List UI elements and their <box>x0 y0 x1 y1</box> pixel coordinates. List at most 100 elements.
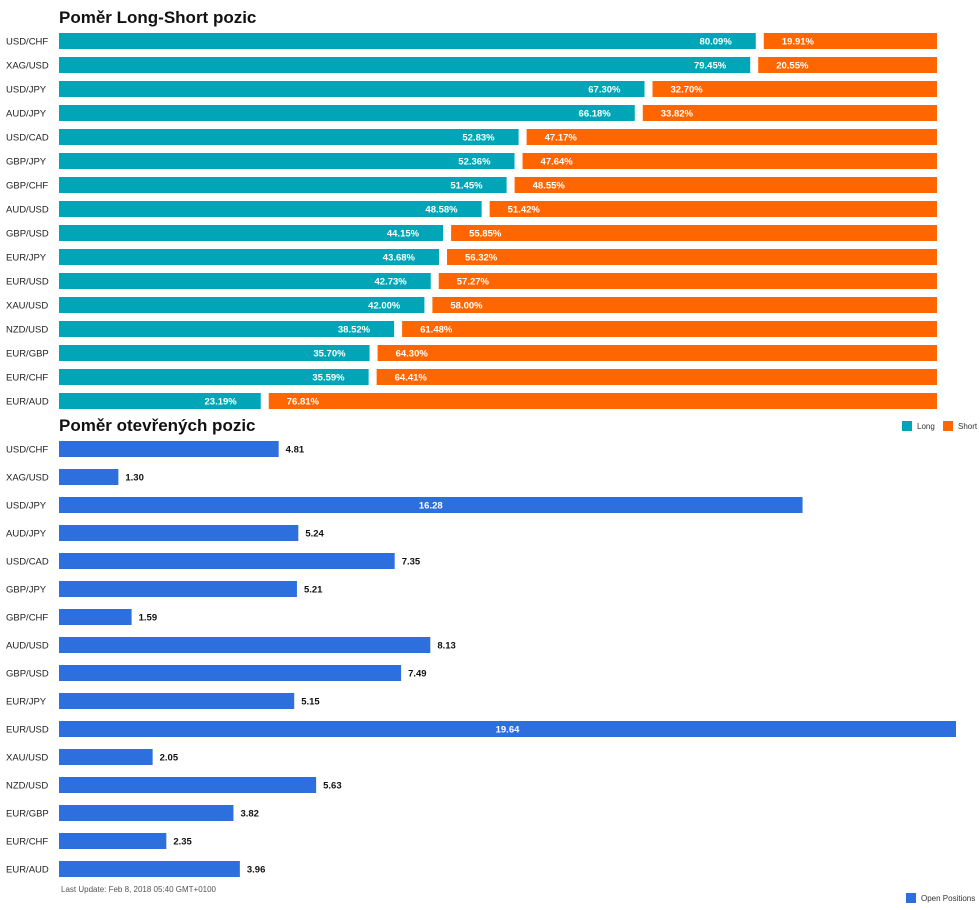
data-label-long: 79.45% <box>694 61 727 72</box>
category-label: EUR/JPY <box>6 253 47 264</box>
bar-long <box>59 33 756 49</box>
data-label-short: 32.70% <box>671 85 704 96</box>
bar-long <box>59 201 482 217</box>
bar-long <box>59 393 261 409</box>
bar-open-positions <box>59 581 297 597</box>
data-label-open-positions: 2.05 <box>160 753 179 764</box>
data-label-long: 52.83% <box>462 133 495 144</box>
legend-short-swatch <box>943 421 953 431</box>
bar-short <box>268 393 937 409</box>
legend-long-swatch <box>902 421 912 431</box>
data-label-open-positions: 2.35 <box>173 837 192 848</box>
category-label: AUD/JPY <box>6 529 47 540</box>
legend-open-positions-swatch <box>906 893 916 903</box>
bar-long <box>59 225 444 241</box>
bar-long <box>59 105 635 121</box>
data-label-short: 64.41% <box>395 373 428 384</box>
data-label-open-positions: 4.81 <box>286 445 305 456</box>
bar-long <box>59 273 431 289</box>
data-label-short: 47.64% <box>541 157 574 168</box>
category-label: GBP/USD <box>6 229 49 240</box>
category-label: GBP/JPY <box>6 585 47 596</box>
data-label-short: 33.82% <box>661 109 694 120</box>
bar-short <box>758 57 937 73</box>
category-label: EUR/GBP <box>6 349 49 360</box>
bar-open-positions <box>59 441 279 457</box>
data-label-long: 48.58% <box>425 205 458 216</box>
bar-short <box>451 225 937 241</box>
category-label: USD/JPY <box>6 501 47 512</box>
bar-open-positions <box>59 637 431 653</box>
category-label: EUR/GBP <box>6 809 49 820</box>
legend-open-positions: Open Positions <box>906 893 975 903</box>
category-label: GBP/CHF <box>6 181 48 192</box>
bar-long <box>59 153 515 169</box>
category-label: EUR/CHF <box>6 837 48 848</box>
bar-open-positions <box>59 609 132 625</box>
category-label: EUR/USD <box>6 277 49 288</box>
legend-long-label: Long <box>917 421 935 431</box>
bar-open-positions <box>59 665 402 681</box>
data-label-open-positions: 16.28 <box>419 501 443 512</box>
data-label-open-positions: 5.24 <box>305 529 324 540</box>
bar-long <box>59 249 440 265</box>
data-label-open-positions: 5.21 <box>304 585 323 596</box>
bar-short <box>763 33 937 49</box>
bar-long <box>59 369 369 385</box>
data-label-long: 42.73% <box>375 277 408 288</box>
category-label: GBP/JPY <box>6 157 47 168</box>
category-label: EUR/JPY <box>6 697 47 708</box>
bar-short <box>526 129 937 145</box>
data-label-long: 23.19% <box>205 397 238 408</box>
data-label-open-positions: 8.13 <box>437 641 456 652</box>
category-label: USD/CAD <box>6 133 49 144</box>
legend-open-positions-label: Open Positions <box>921 893 976 903</box>
data-label-long: 35.59% <box>312 373 345 384</box>
bar-open-positions <box>59 553 395 569</box>
bar-open-positions <box>59 777 317 793</box>
bar-open-positions <box>59 861 240 877</box>
category-label: NZD/USD <box>6 781 48 792</box>
data-label-long: 38.52% <box>338 325 371 336</box>
data-label-short: 61.48% <box>420 325 453 336</box>
open-positions-chart-title: Poměr otevřených pozic <box>59 416 256 435</box>
category-label: USD/CHF <box>6 445 48 456</box>
category-label: USD/JPY <box>6 85 47 96</box>
bar-open-positions <box>59 525 299 541</box>
data-label-long: 67.30% <box>588 85 621 96</box>
data-label-short: 56.32% <box>465 253 498 264</box>
data-label-short: 20.55% <box>776 61 809 72</box>
category-label: EUR/AUD <box>6 865 49 876</box>
data-label-long: 51.45% <box>450 181 483 192</box>
bar-short <box>652 81 937 97</box>
category-label: XAG/USD <box>6 473 49 484</box>
data-label-short: 55.85% <box>469 229 502 240</box>
category-label: GBP/CHF <box>6 613 48 624</box>
data-label-open-positions: 19.64 <box>496 725 520 736</box>
bar-short <box>522 153 937 169</box>
data-label-open-positions: 1.30 <box>125 473 143 484</box>
legend-short-label: Short <box>958 421 978 431</box>
bar-short <box>514 177 937 193</box>
data-label-open-positions: 5.15 <box>301 697 320 708</box>
category-label: GBP/USD <box>6 669 49 680</box>
last-update-text: Last Update: Feb 8, 2018 05:40 GMT+0100 <box>61 885 216 894</box>
data-label-open-positions: 1.59 <box>139 613 158 624</box>
legend-short: Short <box>943 421 977 431</box>
legend-long: Long <box>902 421 935 431</box>
bar-short <box>377 345 938 361</box>
data-label-open-positions: 7.35 <box>402 557 421 568</box>
bar-long <box>59 297 425 313</box>
category-label: AUD/JPY <box>6 109 47 120</box>
data-label-long: 44.15% <box>387 229 420 240</box>
data-label-open-positions: 5.63 <box>323 781 342 792</box>
bar-long <box>59 177 507 193</box>
data-label-long: 66.18% <box>579 109 612 120</box>
bar-open-positions <box>59 721 956 737</box>
bar-open-positions <box>59 749 153 765</box>
data-label-long: 42.00% <box>368 301 401 312</box>
data-label-open-positions: 3.96 <box>247 865 266 876</box>
bar-short <box>376 369 937 385</box>
bar-open-positions <box>59 833 167 849</box>
